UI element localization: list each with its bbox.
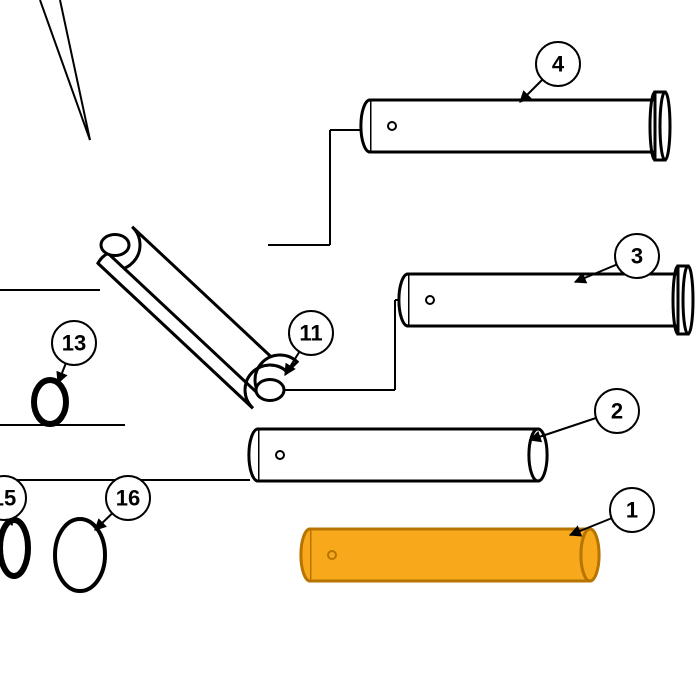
label-text-15: 15	[0, 486, 16, 511]
label-text-3: 3	[631, 244, 643, 269]
part-ring-15	[0, 520, 28, 576]
label-text-16: 16	[116, 486, 140, 511]
part-pin-3	[399, 266, 693, 334]
label-text-2: 2	[611, 399, 623, 424]
part-pin-4	[361, 92, 670, 160]
label-15: 15	[0, 476, 26, 525]
label-text-13: 13	[62, 331, 86, 356]
label-2: 2	[530, 389, 639, 440]
label-4: 4	[520, 42, 580, 102]
parts-diagram: 1 2 3 4 11 13 15 16	[0, 0, 700, 700]
part-ring-16	[55, 519, 105, 591]
part-link-11	[98, 227, 297, 409]
label-16: 16	[95, 476, 150, 530]
part-ring-13	[34, 380, 66, 424]
label-text-11: 11	[299, 321, 322, 346]
label-text-4: 4	[552, 52, 565, 77]
part-pin-1	[301, 529, 599, 581]
label-text-1: 1	[626, 498, 638, 523]
part-pin-2	[249, 429, 547, 481]
label-13: 13	[52, 321, 96, 383]
aux-lines	[0, 0, 408, 480]
